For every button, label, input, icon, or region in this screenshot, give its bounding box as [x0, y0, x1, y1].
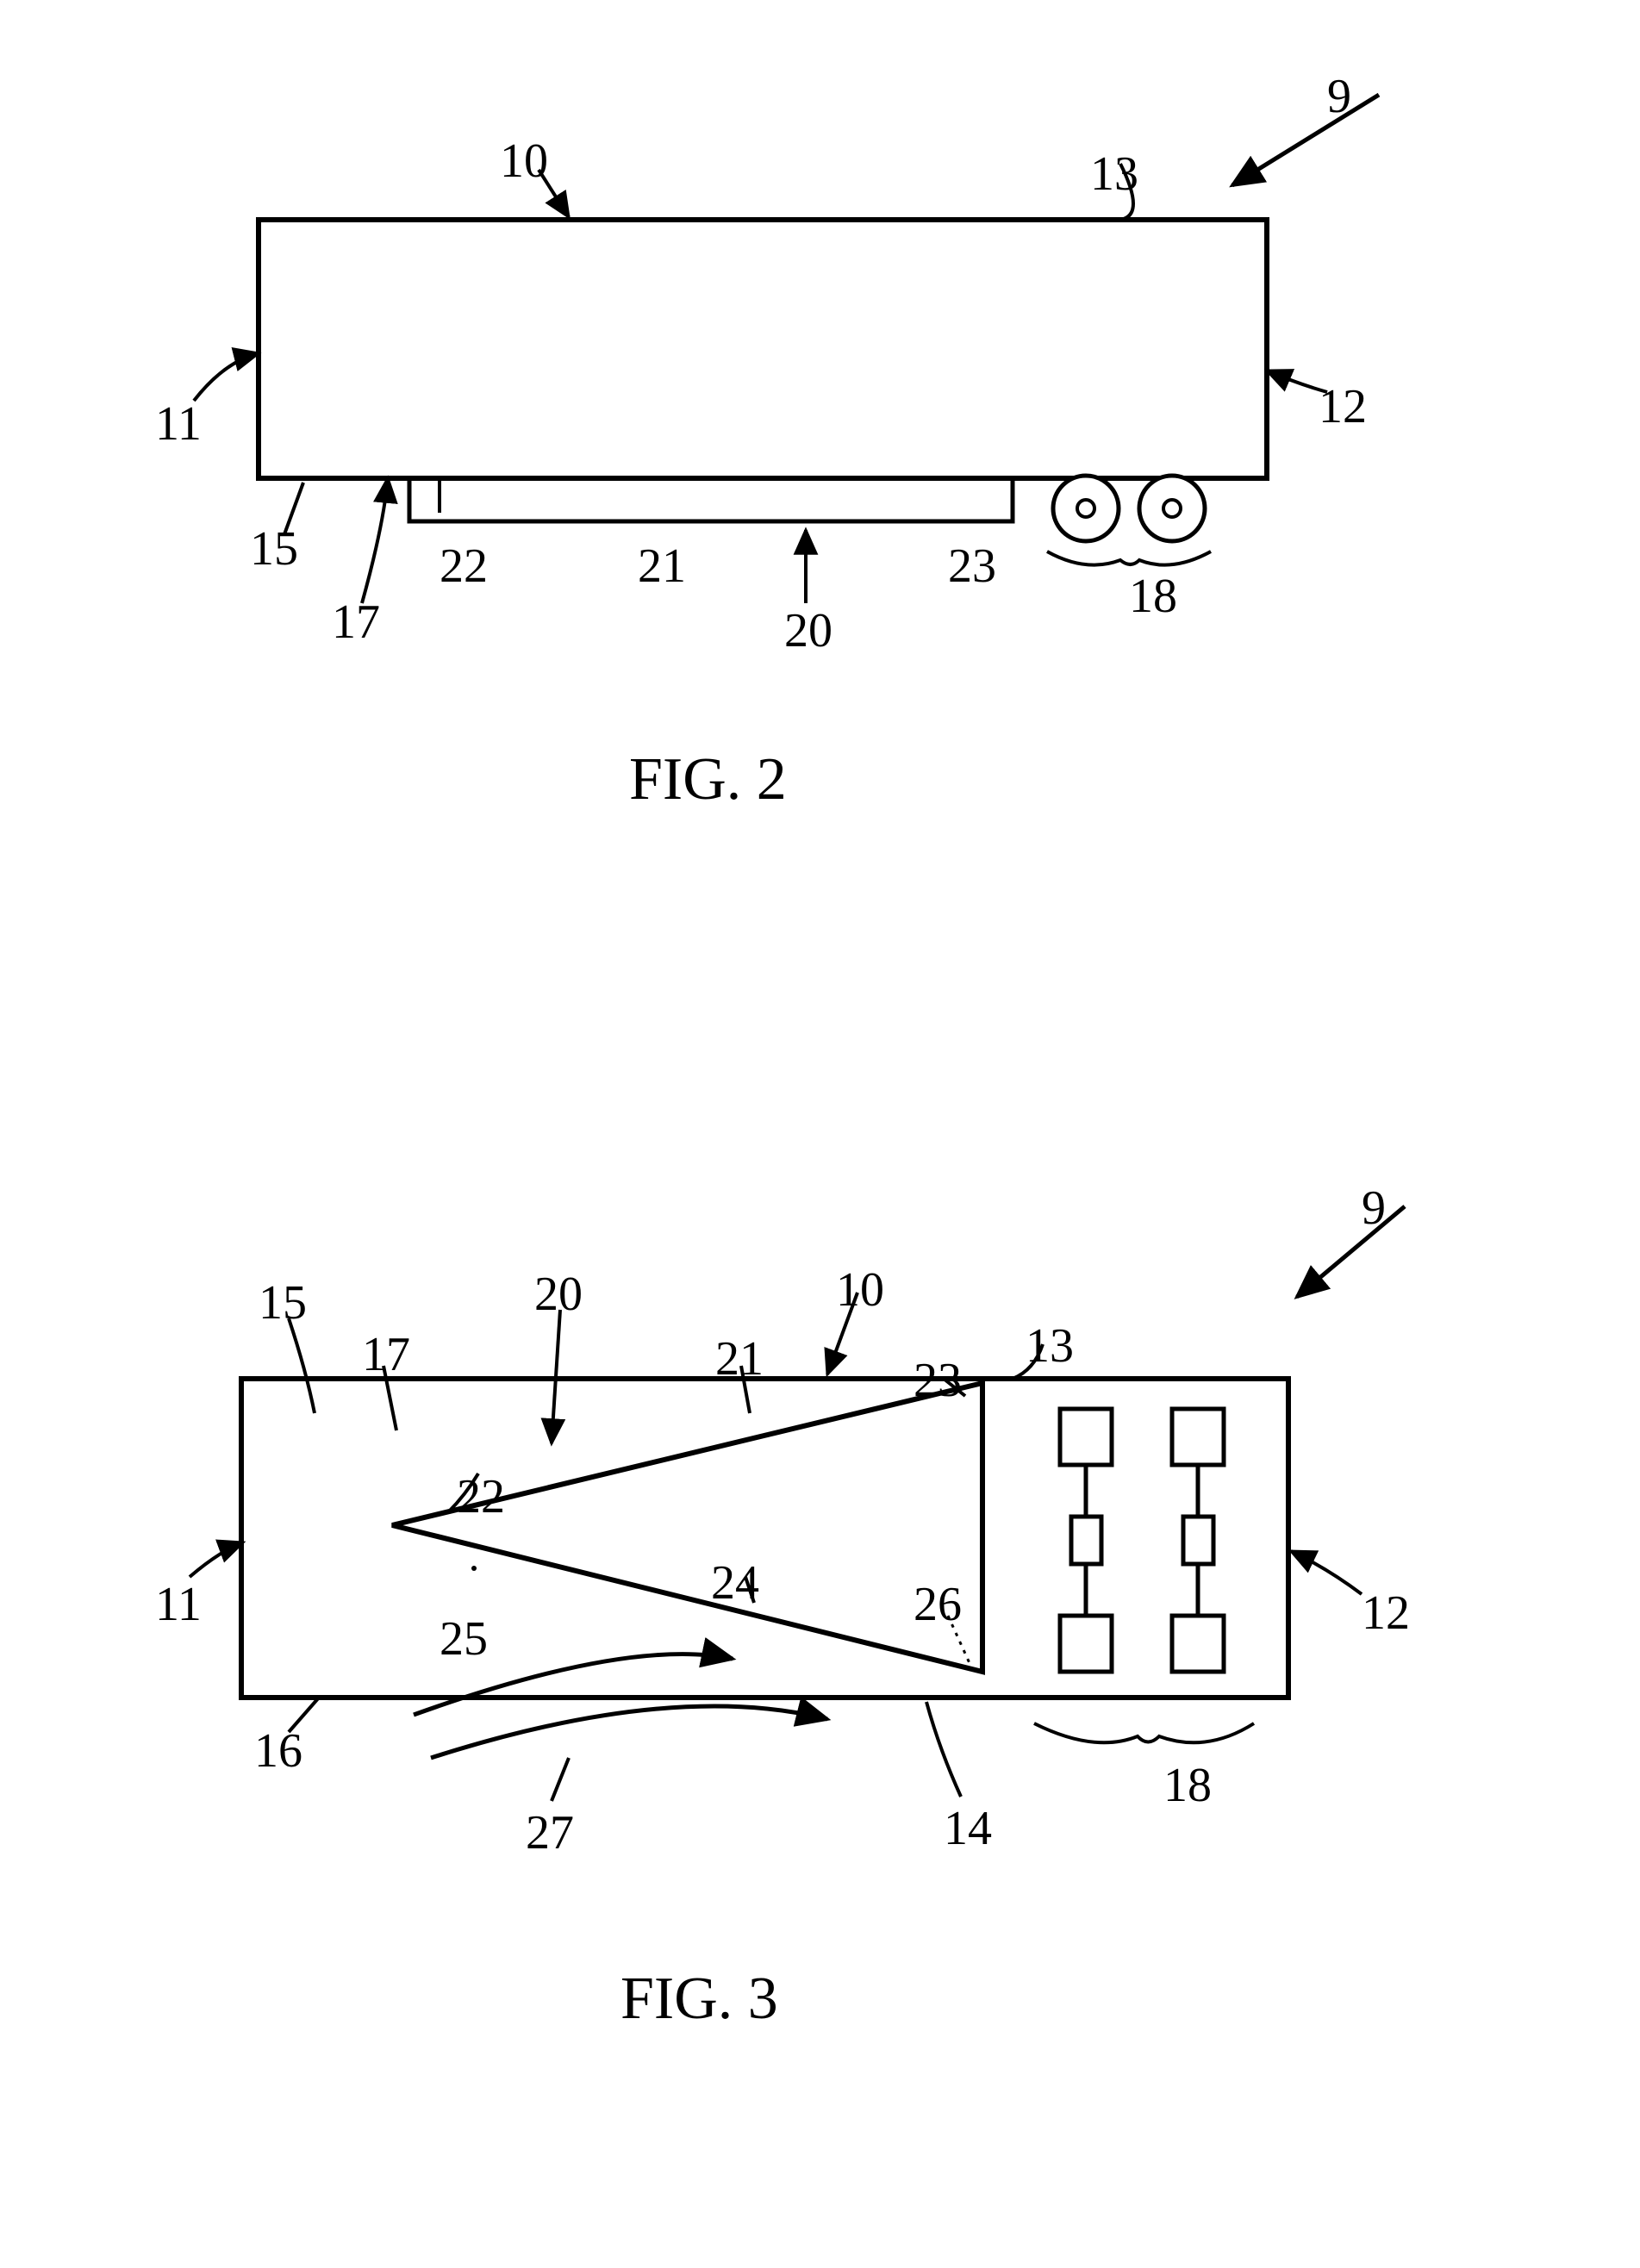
- fig3-group: [190, 1206, 1405, 1801]
- page-container: 9 10 13 11 12 15 17 22 21 20 23 18 FIG. …: [0, 0, 1640, 2268]
- fig2-label-20: 20: [784, 603, 832, 658]
- drawing-svg: [0, 0, 1640, 2268]
- fig3-label-10: 10: [836, 1262, 884, 1318]
- fig3-label-27: 27: [526, 1805, 574, 1860]
- fig3-label-13: 13: [1026, 1318, 1074, 1374]
- fig3-label-22: 22: [457, 1469, 505, 1524]
- fig3-caption: FIG. 3: [620, 1965, 778, 2034]
- fig3-label-23: 23: [914, 1353, 962, 1408]
- fig3-label-20: 20: [534, 1267, 583, 1322]
- fig3-label-18: 18: [1163, 1758, 1212, 1813]
- fig3-label-12: 12: [1362, 1586, 1410, 1641]
- fig3-label-15: 15: [259, 1275, 307, 1330]
- fig3-label-9: 9: [1362, 1181, 1386, 1236]
- fig2-label-11: 11: [155, 396, 202, 452]
- fig2-label-9: 9: [1327, 69, 1351, 124]
- fig3-label-11: 11: [155, 1577, 202, 1632]
- fig2-label-23: 23: [948, 539, 996, 594]
- fig3-label-21: 21: [715, 1331, 764, 1386]
- fig2-label-10: 10: [500, 134, 548, 189]
- fig3-label-16: 16: [254, 1723, 302, 1779]
- fig2-caption: FIG. 2: [629, 745, 787, 814]
- fig3-label-17: 17: [362, 1327, 410, 1382]
- fig2-label-18: 18: [1129, 569, 1177, 624]
- fig3-label-24: 24: [711, 1555, 759, 1611]
- fig2-label-17: 17: [332, 595, 380, 650]
- fig2-label-15: 15: [250, 521, 298, 576]
- fig2-label-12: 12: [1319, 379, 1367, 434]
- fig2-label-21: 21: [638, 539, 686, 594]
- fig2-label-13: 13: [1090, 146, 1138, 202]
- fig2-label-22: 22: [440, 539, 488, 594]
- fig2-group: [194, 95, 1379, 603]
- fig3-label-26: 26: [914, 1577, 962, 1632]
- fig3-label-14: 14: [944, 1801, 992, 1856]
- fig3-label-25: 25: [440, 1611, 488, 1667]
